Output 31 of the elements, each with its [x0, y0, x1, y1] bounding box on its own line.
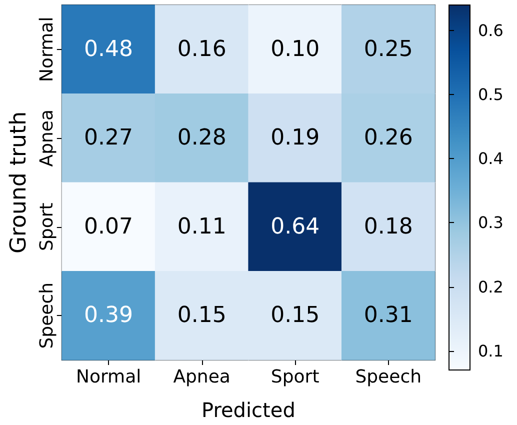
x-tick-label: Apnea	[173, 366, 230, 388]
data-label: 0.07	[84, 214, 134, 240]
data-label: 0.19	[270, 126, 320, 151]
color-bar-label: 0.3	[478, 213, 504, 232]
data-label: 0.18	[364, 214, 413, 240]
data-label: 0.31	[364, 303, 413, 328]
x-axis-title: Predicted	[202, 398, 296, 422]
data-label: 0.48	[84, 36, 134, 62]
y-tick-label: Sport	[36, 202, 58, 252]
color-bar-label: 0.1	[478, 341, 504, 360]
data-label: 0.15	[270, 303, 320, 328]
y-axis-title: Ground truth	[6, 111, 32, 254]
color-bar-label: 0.6	[478, 21, 504, 40]
y-tick-label: Normal	[36, 16, 58, 82]
data-label: 0.28	[177, 126, 226, 151]
color-bar-label: 0.5	[478, 85, 504, 104]
data-label: 0.10	[270, 36, 320, 62]
x-tick-label: Speech	[355, 366, 422, 388]
data-label: 0.39	[84, 303, 134, 328]
x-tick-label: Sport	[270, 366, 320, 388]
data-label: 0.11	[177, 214, 226, 240]
data-label: 0.27	[84, 126, 134, 151]
data-label: 0.25	[364, 36, 413, 62]
data-label: 0.16	[177, 36, 226, 62]
data-label: 0.64	[270, 214, 320, 240]
color-bar-label: 0.2	[478, 277, 504, 296]
data-label: 0.26	[364, 126, 413, 151]
y-tick-label: Apnea	[36, 109, 58, 167]
data-label: 0.15	[177, 303, 226, 328]
x-tick-label: Normal	[76, 366, 142, 388]
color-bar-label: 0.4	[478, 149, 504, 168]
